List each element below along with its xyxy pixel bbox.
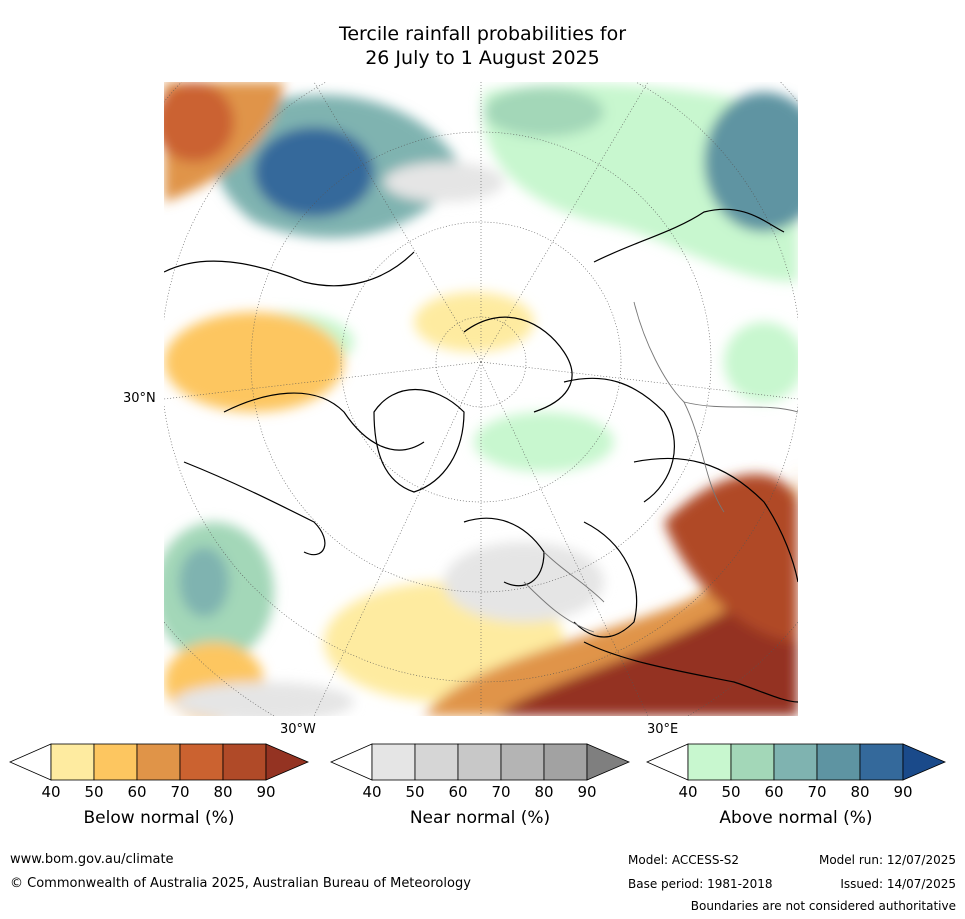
colorbar-tick-label: 90 [256, 783, 276, 801]
base-period-text: Base period: 1981-2018 [628, 877, 773, 891]
colorbar-tick-label: 40 [678, 783, 698, 801]
colorbar-segment [179, 743, 224, 781]
colorbar-segment [136, 743, 181, 781]
colorbar-segment [859, 743, 904, 781]
issued-text: Issued: 14/07/2025 [840, 877, 956, 891]
colorbar-segment [730, 743, 775, 781]
probability-shading [164, 82, 798, 716]
title-line-1: Tercile rainfall probabilities for [338, 23, 627, 45]
colorbar-over-triangle [902, 743, 946, 781]
colorbar-segment [457, 743, 502, 781]
colorbar-segment [371, 743, 416, 781]
colorbar-tick-label: 50 [84, 783, 104, 801]
colorbar-tick-label: 80 [534, 783, 554, 801]
lat-30n-label: 30°N [123, 391, 156, 406]
model-text: Model: ACCESS-S2 [628, 853, 740, 867]
colorbar-near-ticks: 40 50 60 70 80 90 [330, 783, 630, 803]
colorbar-under-triangle [330, 743, 373, 781]
colorbar-tick-label: 90 [577, 783, 597, 801]
colorbar-tick-label: 90 [893, 783, 913, 801]
forecast-map[interactable] [164, 82, 798, 716]
colorbar-segment [414, 743, 459, 781]
coastlines [164, 208, 798, 703]
colorbar-above-title: Above normal (%) [719, 808, 873, 828]
colorbar-tick-label: 60 [127, 783, 147, 801]
title-line-2: 26 July to 1 August 2025 [365, 47, 600, 69]
colorbar-segment [816, 743, 861, 781]
colorbar-tick-label: 80 [213, 783, 233, 801]
country-borders [523, 301, 798, 633]
colorbar-below [9, 743, 309, 781]
colorbar-tick-label: 80 [850, 783, 870, 801]
colorbar-segment [500, 743, 545, 781]
colorbar-over-triangle [586, 743, 630, 781]
colorbar-under-triangle [646, 743, 689, 781]
disclaimer-text: Boundaries are not considered authoritat… [690, 899, 956, 913]
colorbar-over-triangle [265, 743, 309, 781]
colorbar-near [330, 743, 630, 781]
colorbar-tick-label: 60 [448, 783, 468, 801]
website-link[interactable]: www.bom.gov.au/climate [10, 852, 174, 867]
graticule [164, 82, 798, 716]
colorbar-tick-label: 40 [41, 783, 61, 801]
colorbar-tick-label: 60 [764, 783, 784, 801]
colorbar-tick-label: 70 [491, 783, 511, 801]
lon-30w-label: 30°W [280, 722, 316, 737]
colorbar-segment [687, 743, 732, 781]
colorbar-tick-label: 50 [405, 783, 425, 801]
colorbar-above [646, 743, 946, 781]
colorbar-under-triangle [9, 743, 52, 781]
colorbar-tick-label: 50 [721, 783, 741, 801]
copyright-text: © Commonwealth of Australia 2025, Austra… [10, 876, 471, 891]
colorbar-segment [50, 743, 95, 781]
colorbar-segment [93, 743, 138, 781]
lon-30e-label: 30°E [647, 722, 679, 737]
colorbar-tick-label: 70 [170, 783, 190, 801]
colorbar-near-title: Near normal (%) [409, 808, 551, 828]
map-canvas [164, 82, 798, 716]
colorbar-above-ticks: 40 50 60 70 80 90 [646, 783, 946, 803]
colorbar-tick-label: 40 [362, 783, 382, 801]
colorbar-segment [773, 743, 818, 781]
colorbar-tick-label: 70 [807, 783, 827, 801]
colorbar-below-ticks: 40 50 60 70 80 90 [9, 783, 309, 803]
colorbar-segment [222, 743, 267, 781]
chart-title: Tercile rainfall probabilities for 26 Ju… [0, 22, 965, 70]
colorbar-below-title: Below normal (%) [83, 808, 235, 828]
model-run-text: Model run: 12/07/2025 [818, 853, 956, 867]
colorbar-segment [543, 743, 588, 781]
